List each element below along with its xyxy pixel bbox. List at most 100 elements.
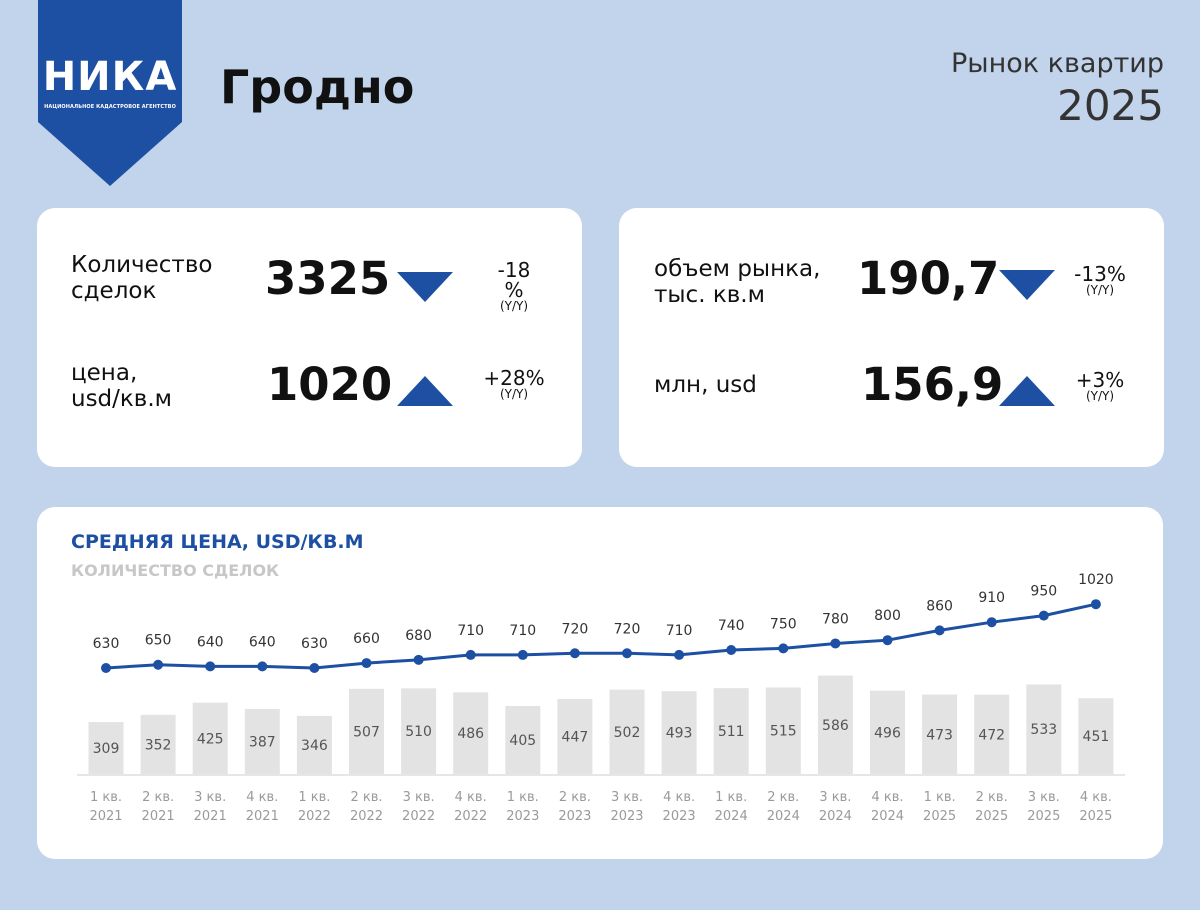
x-tick-label: 2 кв.	[350, 790, 382, 805]
price-value-label: 910	[978, 590, 1005, 606]
x-tick-label: 2025	[975, 809, 1008, 824]
price-value-label: 640	[249, 634, 276, 650]
deals-label-line2: сделок	[71, 278, 157, 304]
bar-value-label: 493	[666, 726, 693, 742]
bar-value-label: 309	[93, 741, 120, 757]
price-point	[569, 648, 580, 659]
bar	[557, 698, 593, 774]
logo: НИКА НАЦИОНАЛЬНОЕ КАДАСТРОВОЕ АГЕНТСТВО	[38, 0, 182, 186]
price-value: 1020	[267, 358, 393, 411]
logo-shield: НИКА	[38, 0, 182, 186]
x-tick-label: 2022	[298, 809, 331, 824]
bar-value-label: 507	[353, 724, 380, 740]
x-tick-label: 2025	[1079, 809, 1112, 824]
x-tick-label: 1 кв.	[90, 790, 122, 805]
price-point	[153, 659, 164, 670]
arrow-up-icon	[397, 376, 453, 406]
deals-change-line1: -18	[497, 258, 531, 282]
logo-mark: НИКА	[43, 54, 178, 100]
deals-label: Количество сделок	[71, 252, 212, 304]
bar	[505, 705, 541, 774]
bar-value-label: 447	[562, 729, 589, 745]
volume-label-line1: объем рынка,	[654, 256, 821, 282]
price-point	[309, 663, 320, 673]
bar-value-label: 387	[249, 734, 276, 750]
money-label: млн, usd	[654, 372, 757, 398]
bar-value-label: 405	[509, 733, 536, 749]
bar-value-label: 352	[145, 737, 172, 753]
x-tick-label: 2021	[246, 809, 279, 824]
price-value-label: 660	[353, 631, 380, 647]
bar-value-label: 346	[301, 738, 328, 754]
price-value-label: 630	[301, 636, 328, 652]
chart-title: СРЕДНЯЯ ЦЕНА, USD/КВ.М	[71, 531, 364, 553]
bar	[244, 708, 280, 774]
bar	[817, 675, 853, 774]
logo-subtext: НАЦИОНАЛЬНОЕ КАДАСТРОВОЕ АГЕНТСТВО	[44, 104, 176, 110]
volume-change: -13% (Y/Y)	[1063, 264, 1137, 297]
chart-card: СРЕДНЯЯ ЦЕНА, USD/КВ.М КОЛИЧЕСТВО СДЕЛОК…	[37, 507, 1163, 859]
x-tick-label: 2023	[506, 809, 539, 824]
bar	[192, 702, 228, 774]
price-yy: (Y/Y)	[499, 387, 529, 401]
x-tick-label: 2021	[194, 809, 227, 824]
bar	[88, 722, 124, 774]
bar-value-label: 486	[457, 726, 484, 742]
price-point	[413, 654, 424, 665]
bar-value-label: 473	[926, 727, 953, 743]
bar-value-label: 451	[1083, 729, 1110, 745]
arrow-up-icon	[999, 376, 1055, 406]
x-tick-label: 4 кв.	[871, 790, 903, 805]
price-change-value: +28%	[483, 366, 545, 390]
deals-yy: (Y/Y)	[499, 299, 529, 313]
bar	[453, 692, 489, 774]
volume-change-value: -13%	[1074, 262, 1126, 286]
price-label: цена, usd/кв.м	[71, 360, 172, 412]
price-value-label: 720	[614, 621, 641, 637]
bar	[349, 688, 384, 774]
price-point	[674, 649, 685, 660]
bar-value-label: 515	[770, 724, 797, 740]
price-point	[257, 661, 268, 672]
price-value-label: 680	[405, 628, 432, 644]
bar	[1078, 698, 1114, 774]
price-line	[105, 602, 1097, 670]
price-label-line2: usd/кв.м	[71, 386, 173, 412]
x-tick-label: 2022	[402, 809, 435, 824]
x-tick-label: 3 кв.	[403, 790, 435, 805]
price-point	[205, 661, 216, 672]
price-point	[465, 649, 476, 660]
x-tick-label: 1 кв.	[298, 790, 330, 805]
x-tick-label: 2023	[610, 809, 643, 824]
volume-label-line2: тыс. кв.м	[654, 282, 765, 308]
price-point	[726, 645, 737, 656]
price-value-label: 710	[509, 623, 536, 639]
kpi-card-left: Количество сделок 3325 -18 % (Y/Y) цена,…	[37, 208, 582, 467]
money-value: 156,9	[861, 358, 1004, 411]
price-point	[986, 617, 997, 628]
year-label: 2025	[1057, 81, 1164, 130]
x-tick-label: 2024	[871, 809, 904, 824]
x-tick-label: 2 кв.	[142, 790, 174, 805]
x-tick-label: 2022	[454, 809, 487, 824]
bar	[609, 689, 645, 774]
volume-yy: (Y/Y)	[1085, 283, 1115, 297]
bar	[713, 688, 749, 774]
volume-value: 190,7	[857, 252, 1000, 305]
kpi-card-right: объем рынка, тыс. кв.м 190,7 -13% (Y/Y) …	[619, 208, 1164, 467]
x-tick-label: 3 кв.	[819, 790, 851, 805]
x-tick-label: 2 кв.	[767, 790, 799, 805]
bar-value-label: 502	[614, 725, 641, 741]
chart-subtitle: КОЛИЧЕСТВО СДЕЛОК	[71, 561, 280, 580]
bar	[922, 694, 958, 774]
deals-change: -18 % (Y/Y)	[477, 260, 551, 313]
x-tick-label: 3 кв.	[611, 790, 643, 805]
page-title: Гродно	[220, 60, 415, 114]
price-change: +28% (Y/Y)	[477, 368, 551, 401]
price-value-label: 640	[197, 634, 224, 650]
price-value-label: 860	[926, 598, 953, 614]
price-value-label: 630	[93, 636, 120, 652]
x-tick-label: 2021	[142, 809, 175, 824]
arrow-down-icon	[999, 270, 1055, 300]
bar-value-label: 472	[978, 727, 1005, 743]
